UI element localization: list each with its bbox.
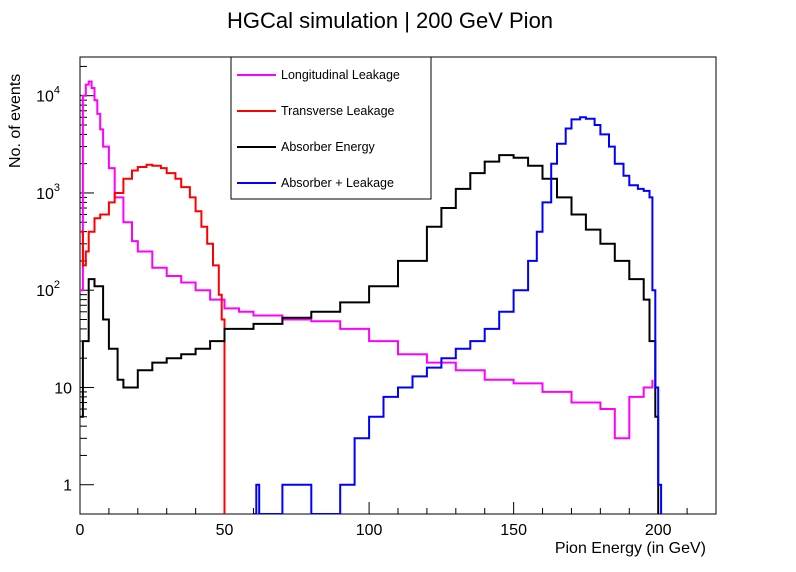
x-tick-label: 0: [76, 522, 85, 539]
series-4-line: [253, 116, 663, 514]
y-tick-label: 102: [36, 279, 60, 300]
x-tick-label: 200: [645, 522, 672, 539]
x-tick-labels: 0 50 100 150 200: [76, 522, 672, 539]
chart-title: HGCal simulation | 200 GeV Pion: [227, 8, 553, 33]
series-layer: [80, 80, 663, 514]
y-tick-label: 10: [54, 380, 72, 397]
legend-label-1: Longitudinal Leakage: [281, 68, 400, 82]
legend-label-4: Absorber + Leakage: [281, 176, 394, 190]
y-tick-label: 104: [36, 85, 60, 106]
y-tick-labels: 1 10 102 103 104: [36, 85, 72, 495]
series-2-line: [80, 163, 226, 514]
series-1-line: [80, 80, 654, 440]
y-tick-label: 1: [63, 478, 72, 495]
x-axis-label: Pion Energy (in GeV): [555, 540, 706, 557]
y-axis-label: No. of events: [7, 74, 24, 168]
x-tick-label: 100: [356, 522, 383, 539]
legend-label-3: Absorber Energy: [281, 140, 376, 154]
legend: Longitudinal Leakage Transverse Leakage Ab…: [230, 56, 432, 200]
x-tick-label: 50: [216, 522, 234, 539]
legend-box: [230, 56, 432, 200]
legend-label-2: Transverse Leakage: [281, 104, 395, 118]
x-tick-label: 150: [500, 522, 527, 539]
y-tick-label: 103: [36, 182, 60, 203]
series-3-line: [80, 154, 660, 514]
